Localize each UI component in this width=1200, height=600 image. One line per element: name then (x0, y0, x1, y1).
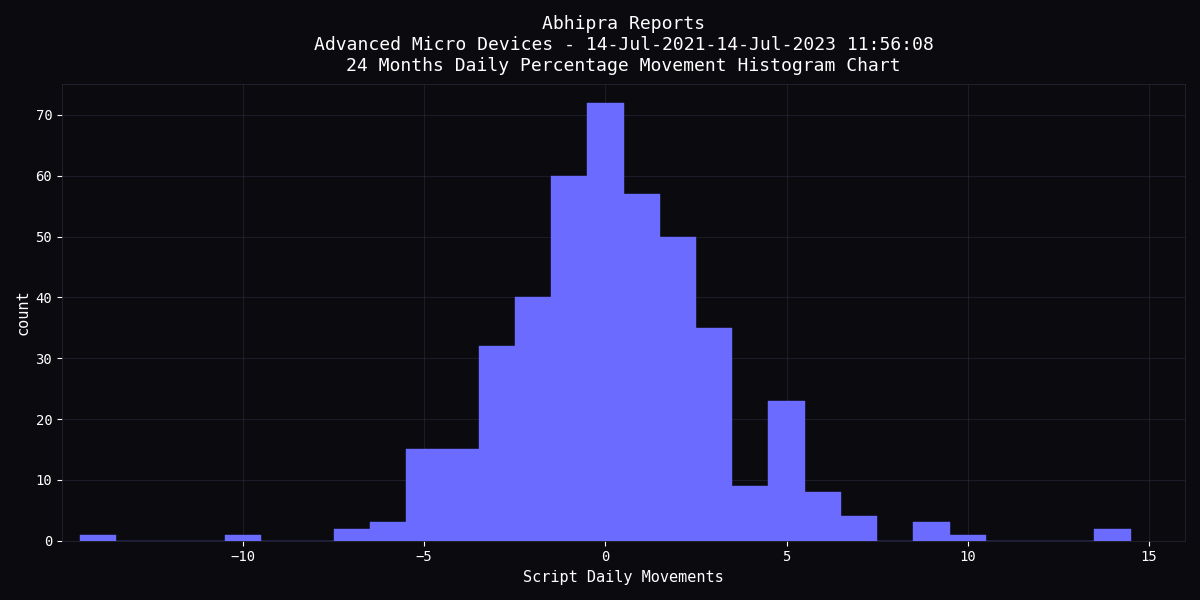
Bar (1094, 529, 1130, 541)
Bar (443, 449, 479, 541)
Bar (768, 401, 805, 541)
Bar (587, 103, 624, 541)
Bar (80, 535, 116, 541)
Bar (660, 236, 696, 541)
Bar (226, 535, 262, 541)
Bar (479, 346, 515, 541)
Bar (624, 194, 660, 541)
Bar (841, 517, 877, 541)
Title: Abhipra Reports
Advanced Micro Devices - 14-Jul-2021-14-Jul-2023 11:56:08
24 Mon: Abhipra Reports Advanced Micro Devices -… (313, 15, 934, 74)
Bar (949, 535, 985, 541)
Bar (370, 523, 406, 541)
Bar (805, 492, 841, 541)
Y-axis label: count: count (16, 290, 30, 335)
Bar (406, 449, 443, 541)
Bar (334, 529, 370, 541)
Bar (732, 486, 768, 541)
Bar (515, 298, 551, 541)
Bar (551, 176, 587, 541)
Bar (913, 523, 949, 541)
X-axis label: Script Daily Movements: Script Daily Movements (523, 570, 724, 585)
Bar (696, 328, 732, 541)
